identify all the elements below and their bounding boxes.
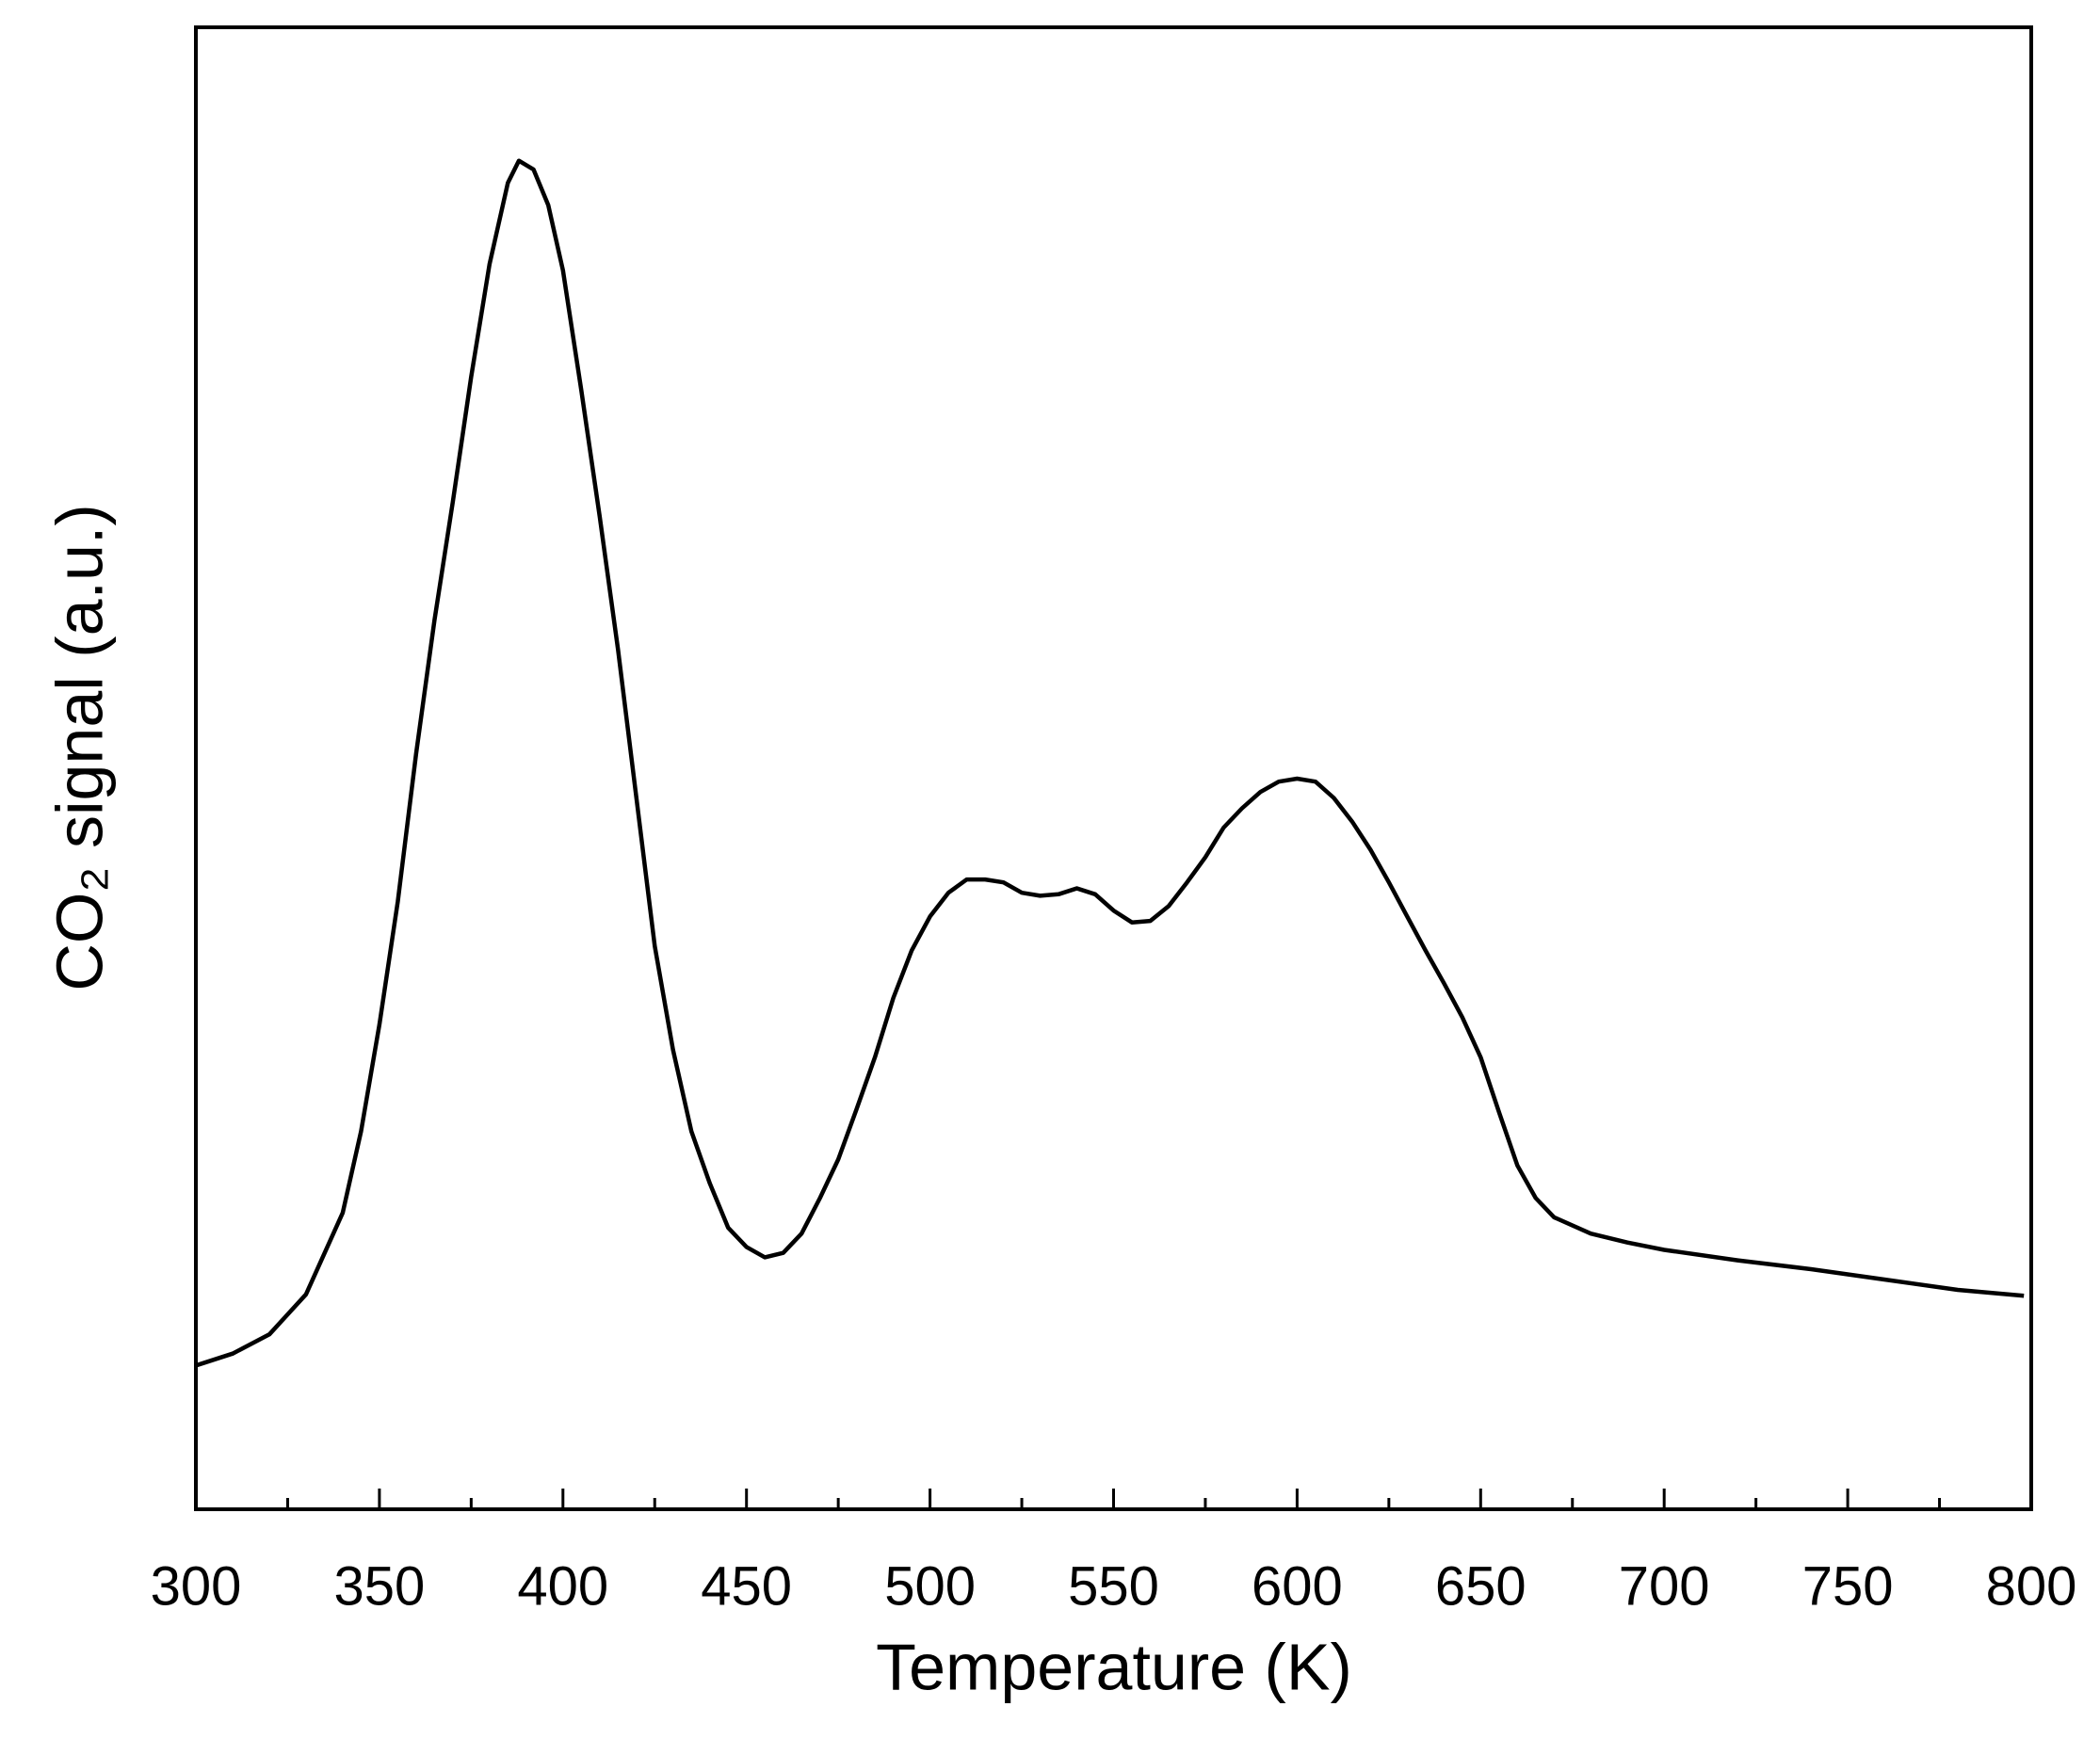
x-axis-title: Temperature (K)	[876, 1630, 1352, 1703]
data-line	[195, 158, 2025, 1368]
x-tick-label: 700	[1619, 1555, 1710, 1617]
x-tick-label: 500	[884, 1555, 976, 1617]
plot-frame	[194, 25, 2033, 1511]
x-tick-label: 550	[1068, 1555, 1159, 1617]
x-tick-label: 600	[1252, 1555, 1343, 1617]
x-tick-label: 350	[334, 1555, 426, 1617]
y-axis-title: CO₂ signal (a.u.)	[42, 504, 116, 990]
x-tick-label: 450	[701, 1555, 792, 1617]
x-tick-label: 750	[1802, 1555, 1894, 1617]
x-tick-label: 300	[151, 1555, 242, 1617]
x-tick-label: 400	[517, 1555, 608, 1617]
x-tick-label: 800	[1986, 1555, 2077, 1617]
x-tick-label: 650	[1435, 1555, 1527, 1617]
